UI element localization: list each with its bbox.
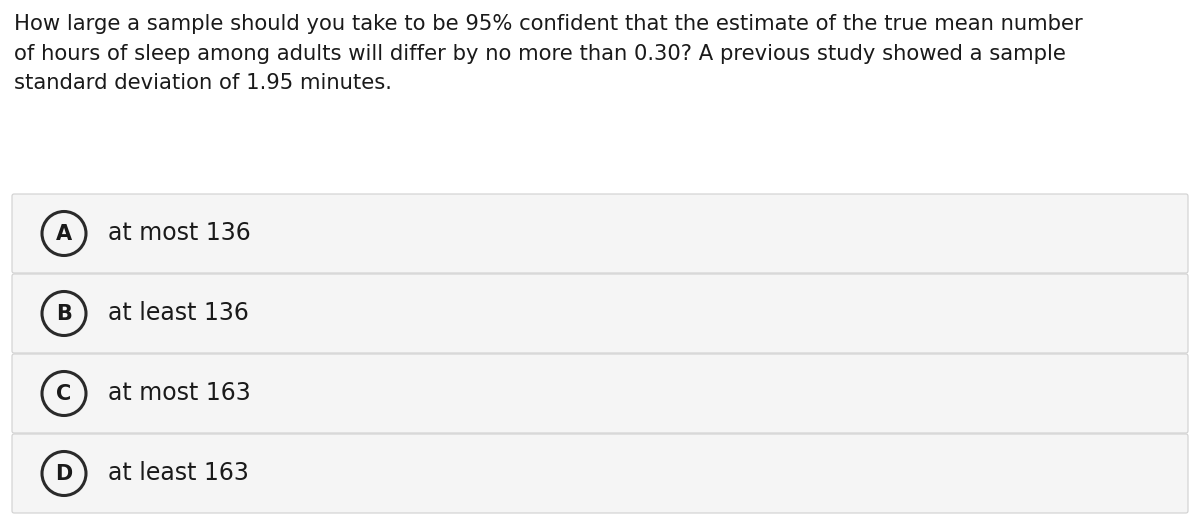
Text: at most 163: at most 163 [108,381,251,406]
Circle shape [42,212,86,255]
Text: at least 163: at least 163 [108,461,248,486]
Text: A: A [56,223,72,244]
Text: How large a sample should you take to be 95% confident that the estimate of the : How large a sample should you take to be… [14,14,1082,93]
Circle shape [42,372,86,415]
FancyBboxPatch shape [12,274,1188,353]
Text: at most 136: at most 136 [108,221,251,246]
Circle shape [42,452,86,495]
Circle shape [42,292,86,335]
Text: at least 136: at least 136 [108,301,248,326]
Text: D: D [55,463,73,483]
FancyBboxPatch shape [12,194,1188,273]
FancyBboxPatch shape [12,434,1188,513]
FancyBboxPatch shape [12,354,1188,433]
Text: C: C [56,383,72,404]
Text: B: B [56,303,72,324]
